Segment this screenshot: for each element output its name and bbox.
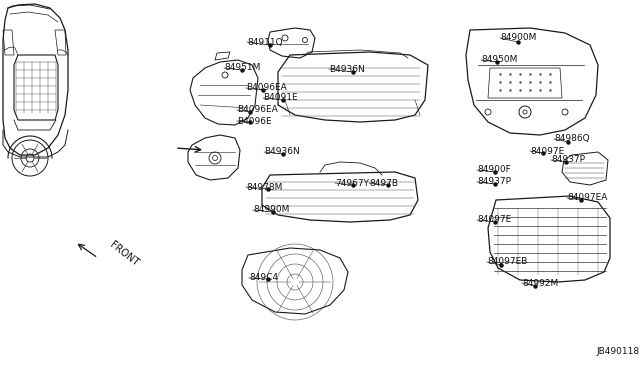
Text: B4096E: B4096E — [237, 116, 271, 125]
Text: B4936N: B4936N — [329, 64, 365, 74]
Text: FRONT: FRONT — [108, 240, 140, 268]
Text: 74967Y: 74967Y — [335, 179, 369, 187]
Text: 84937P: 84937P — [477, 177, 511, 186]
Text: 84097E: 84097E — [530, 147, 564, 155]
Text: JB490118: JB490118 — [596, 347, 639, 356]
Text: 84937P: 84937P — [551, 155, 585, 164]
Text: 84900M: 84900M — [500, 33, 536, 42]
Text: 84911Q: 84911Q — [247, 38, 283, 46]
Text: 84900F: 84900F — [477, 166, 511, 174]
Text: 84992M: 84992M — [522, 279, 558, 288]
Text: 84097EA: 84097EA — [567, 193, 607, 202]
Text: 84990M: 84990M — [253, 205, 289, 215]
Text: B4096EA: B4096EA — [237, 106, 278, 115]
Text: 84978M: 84978M — [246, 183, 282, 192]
Text: B4096EA: B4096EA — [246, 83, 287, 93]
Text: 849C4: 849C4 — [249, 273, 278, 282]
Text: 84950M: 84950M — [481, 55, 517, 64]
Text: 8497B: 8497B — [369, 179, 398, 187]
Text: 84097EB: 84097EB — [487, 257, 527, 266]
Text: 84951M: 84951M — [224, 64, 260, 73]
Text: B4936N: B4936N — [264, 148, 300, 157]
Text: 84097E: 84097E — [477, 215, 511, 224]
Text: 84986Q: 84986Q — [554, 135, 589, 144]
Text: B4091E: B4091E — [263, 93, 298, 103]
